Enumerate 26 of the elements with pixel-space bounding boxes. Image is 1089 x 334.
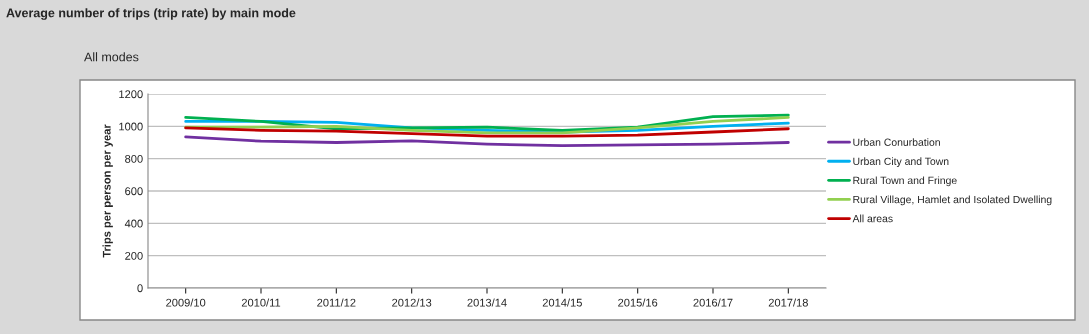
y-tick-label: 1200 [119, 90, 143, 99]
x-tick-label: 2016/17 [693, 298, 733, 307]
y-tick-label: 1000 [119, 122, 143, 131]
y-tick-label: 200 [125, 251, 143, 260]
line-series [184, 126, 790, 138]
line-series [184, 135, 790, 148]
x-tick-label: 2011/12 [317, 298, 356, 307]
y-tick-label: 0 [137, 284, 143, 293]
y-tick-label: 600 [125, 187, 143, 196]
x-tick-label: 2012/13 [392, 298, 432, 307]
legend-label: All areas [852, 214, 893, 223]
x-tick-label: 2009/10 [166, 298, 206, 307]
legend-label: Urban Conurbation [853, 138, 940, 146]
chart-subtitle: All modes [84, 52, 139, 62]
x-tick-label: 2017/18 [768, 298, 808, 307]
y-axis-title: Trips per person per year [102, 124, 113, 258]
chart-title: Average number of trips (trip rate) by main mode [6, 8, 296, 20]
legend-label: Urban City and Town [853, 157, 949, 168]
y-tick-label: 400 [124, 219, 143, 228]
x-tick-label: 2013/14 [467, 298, 507, 307]
legend-label: Rural Village, Hamlet and Isolated Dwelling [853, 195, 1052, 206]
legend-label: Rural Town and Fringe [853, 176, 957, 187]
x-tick-label: 2015/16 [618, 298, 658, 307]
x-tick-label: 2010/11 [241, 298, 281, 307]
x-tick-label: 2014/15 [542, 298, 582, 307]
y-tick-label: 800 [125, 154, 143, 163]
